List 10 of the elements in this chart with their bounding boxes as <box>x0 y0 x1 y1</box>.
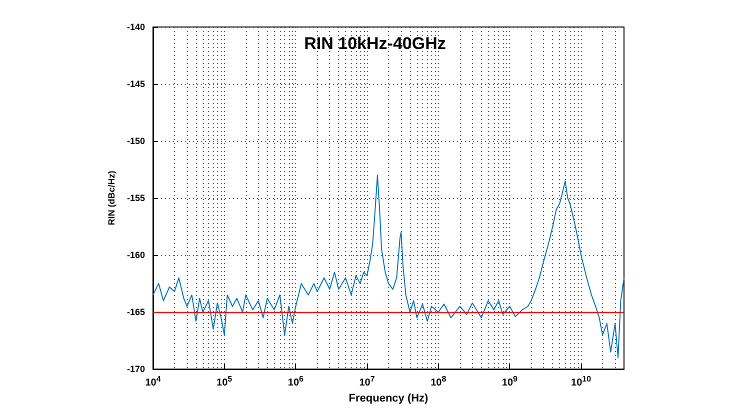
y-tick-label: -150 <box>126 136 145 146</box>
y-tick-label: -155 <box>126 193 145 204</box>
y-tick-label: -165 <box>126 307 145 318</box>
y-tick-label: -140 <box>126 22 145 32</box>
chart-title: RIN 10kHz-40GHz <box>304 34 446 53</box>
y-tick-label: -145 <box>126 79 145 90</box>
y-tick-label: -170 <box>126 364 145 374</box>
y-axis-title: RIN (dBc/Hz) <box>106 170 117 226</box>
x-axis-title: Frequency (Hz) <box>348 392 429 404</box>
y-tick-label: -160 <box>126 250 145 260</box>
